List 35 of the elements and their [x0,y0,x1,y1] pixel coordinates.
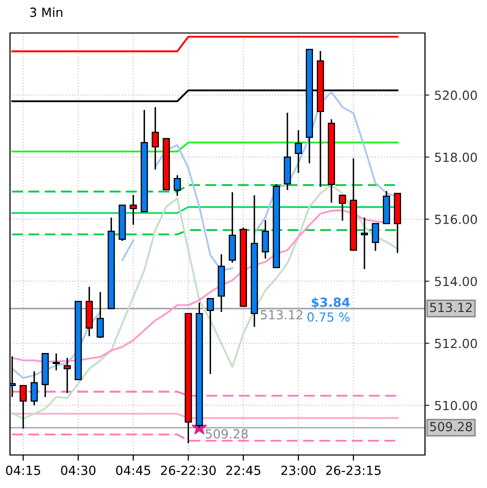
candlestick [294,129,302,174]
candlestick [372,222,380,252]
ref-line-label: 509.28 [206,429,248,439]
candlestick [20,384,27,430]
x-tick-label: 22:45 [226,466,260,476]
y-tick-label: 514.00 [434,276,477,286]
y-tick-label: 516.00 [434,214,477,224]
x-tick-label: 23:00 [281,466,316,476]
x-tick-label: 04:45 [116,466,150,476]
candlestick [64,357,71,394]
x-tick-label: 26-23:15 [326,466,381,476]
y-tick-label: 520.00 [434,90,477,100]
y-tick-label: 518.00 [434,152,477,162]
x-tick-label: 26-22:30 [161,466,216,476]
y-tick-label: 512.00 [434,338,477,348]
x-tick-label: 04:15 [6,466,40,476]
y-tick-label: 510.00 [434,400,477,410]
ref-line-label: 513.12 [260,310,302,320]
candlestick [174,174,181,197]
candlestick [130,194,137,226]
line-series [11,184,398,420]
chart-title: 3 Min [30,7,62,17]
annotation: 0.75 % [307,312,350,322]
candlestick [338,194,346,222]
candlestick [52,352,60,371]
text: 513.12 [430,302,472,312]
candlestick [96,291,104,339]
x-tick-label: 04:30 [61,466,96,476]
candlestick [152,106,159,170]
candlestick [262,219,269,260]
annotation: $3.84 [312,297,350,309]
candlestick [206,298,214,375]
text: 509.28 [430,422,472,432]
candlestick [360,216,368,270]
candlestick [30,370,38,406]
